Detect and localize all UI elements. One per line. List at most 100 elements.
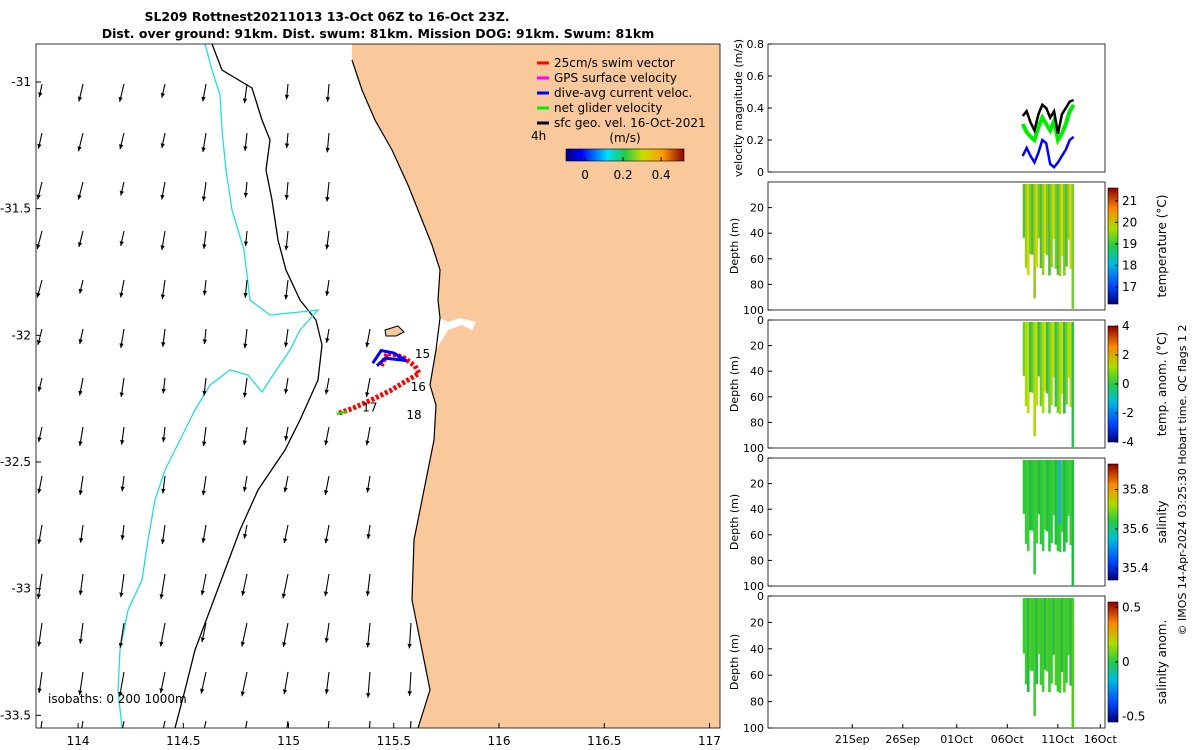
section-profile (1065, 460, 1068, 543)
velocity-arrowhead (161, 388, 166, 394)
panel-temperature: 20 40 60 80 100 Depth (m) 17 18 19 20 21 temperatur… (728, 181, 1169, 317)
velocity-arrowhead (201, 147, 206, 153)
swim-vector-track (336, 350, 423, 417)
rottnest-island (384, 325, 405, 337)
section-profile (1063, 322, 1066, 414)
velocity-arrowhead (161, 342, 166, 347)
section-profile (1046, 322, 1049, 394)
velocity-arrowhead (365, 642, 371, 648)
velocity-arrowhead (242, 486, 248, 492)
velocity-arrowhead (202, 290, 207, 296)
section-profile (1033, 184, 1036, 299)
speed-colorbar-label: (m/s) (609, 131, 640, 145)
velocity-arrowhead (159, 641, 164, 647)
section-profile (1050, 322, 1053, 406)
depth-ylabel: Depth (m) (728, 494, 741, 550)
section-profile (1043, 322, 1047, 392)
section-profile (1026, 460, 1030, 552)
velocity-arrowhead (324, 440, 329, 446)
section-profile (1067, 322, 1070, 378)
velocity-arrowhead (119, 343, 124, 349)
velocity-arrowhead (77, 242, 83, 247)
velocity-vector (81, 720, 84, 728)
velocity-arrowhead (38, 92, 43, 98)
velocity-arrowhead (284, 245, 289, 251)
velocity-arrowhead (118, 691, 123, 697)
section-profile (1069, 460, 1073, 546)
velocity-arrowhead (118, 96, 123, 102)
depth-ylabel: Depth (m) (728, 634, 741, 690)
speed-colorbar: (m/s) 0 0.2 0.4 (565, 131, 685, 182)
legend-item-label: dive-avg current veloc. (554, 86, 692, 100)
section-profile (1067, 598, 1070, 656)
depth-tick-label: 40 (750, 503, 764, 516)
velocity-arrowhead (366, 534, 371, 539)
section-profile (1026, 598, 1030, 693)
velocity-vector (40, 720, 43, 728)
velocity-arrowhead (201, 538, 206, 543)
dive-avg-current-track (371, 348, 408, 367)
depth-tick-label: 60 (750, 253, 764, 266)
velocity-arrowhead (78, 490, 83, 496)
velocity-vector (245, 720, 248, 728)
depth-tick-label: 100 (743, 304, 764, 317)
depth-tick-label: 40 (750, 365, 764, 378)
velocity-arrowhead (78, 590, 83, 596)
velocity-arrowhead (37, 737, 41, 742)
velocity-arrowhead (119, 392, 125, 398)
section-profile (1046, 598, 1049, 672)
depth-ylabel: Depth (m) (728, 356, 741, 412)
time-tick-label: 21Sep (835, 733, 870, 746)
section-profile (1069, 322, 1073, 408)
velocity-arrowhead (78, 638, 83, 644)
depth-tick-label: 20 (750, 202, 764, 215)
section-profile (1067, 460, 1070, 516)
velocity-arrowhead (284, 94, 290, 100)
velocity-arrowhead (159, 594, 164, 599)
velocity-arrowhead (325, 337, 330, 343)
section-profile (1052, 322, 1056, 378)
velocity-series-dive_avg_current (1021, 135, 1075, 169)
section-profile (1029, 460, 1032, 531)
map-ytick-label: -32.5 (0, 455, 31, 469)
footer-copyright: © IMOS 14-Apr-2024 03:25:30 Hobart time.… (1176, 325, 1189, 636)
velocity-arrowhead (201, 441, 207, 447)
section-profile (1065, 322, 1068, 405)
section-profile (1026, 184, 1030, 276)
map-xtick-label: 117 (698, 734, 721, 748)
section-profile (1035, 322, 1039, 406)
section-profile (1031, 598, 1034, 671)
section-profile (1069, 598, 1073, 686)
velocity-arrowhead (36, 292, 41, 298)
isobath-label: isobaths: 0 200 1000m (48, 692, 187, 706)
section-profile (1035, 460, 1039, 544)
velocity-series-net_glider_velocity (1020, 103, 1076, 146)
section-profile (1056, 184, 1060, 275)
panel-colorbar (1107, 463, 1119, 581)
depth-tick-label: 80 (750, 278, 764, 291)
velocity-arrowhead (119, 241, 124, 247)
section-profile (1063, 184, 1066, 276)
section-profile (1050, 460, 1053, 544)
title-line-1: SL209 Rottnest20211013 13-Oct 06Z to 16-… (144, 9, 509, 24)
section-profile (1058, 184, 1062, 277)
section-profile (1041, 322, 1045, 414)
section-profile (1035, 184, 1039, 268)
section-profile (1065, 598, 1068, 684)
velocity-arrowhead (36, 194, 41, 200)
velocity-ytick-label: 0.2 (747, 134, 765, 147)
section-profile (1024, 460, 1028, 544)
section-profile (1022, 460, 1026, 514)
section-profile (1022, 184, 1026, 238)
velocity-arrowhead (283, 538, 288, 544)
velocity-arrowhead (242, 440, 248, 446)
depth-tick-label: 0 (757, 452, 764, 465)
legend-item-label: 25cm/s swim vector (554, 56, 675, 70)
map-ytick-label: -33 (11, 582, 31, 596)
velocity-arrowhead (323, 591, 329, 597)
velocity-arrowhead (161, 488, 166, 494)
velocity-arrowhead (119, 144, 124, 150)
velocity-arrowhead (118, 642, 124, 648)
section-profile (1031, 460, 1034, 531)
velocity-arrowhead (120, 486, 125, 492)
